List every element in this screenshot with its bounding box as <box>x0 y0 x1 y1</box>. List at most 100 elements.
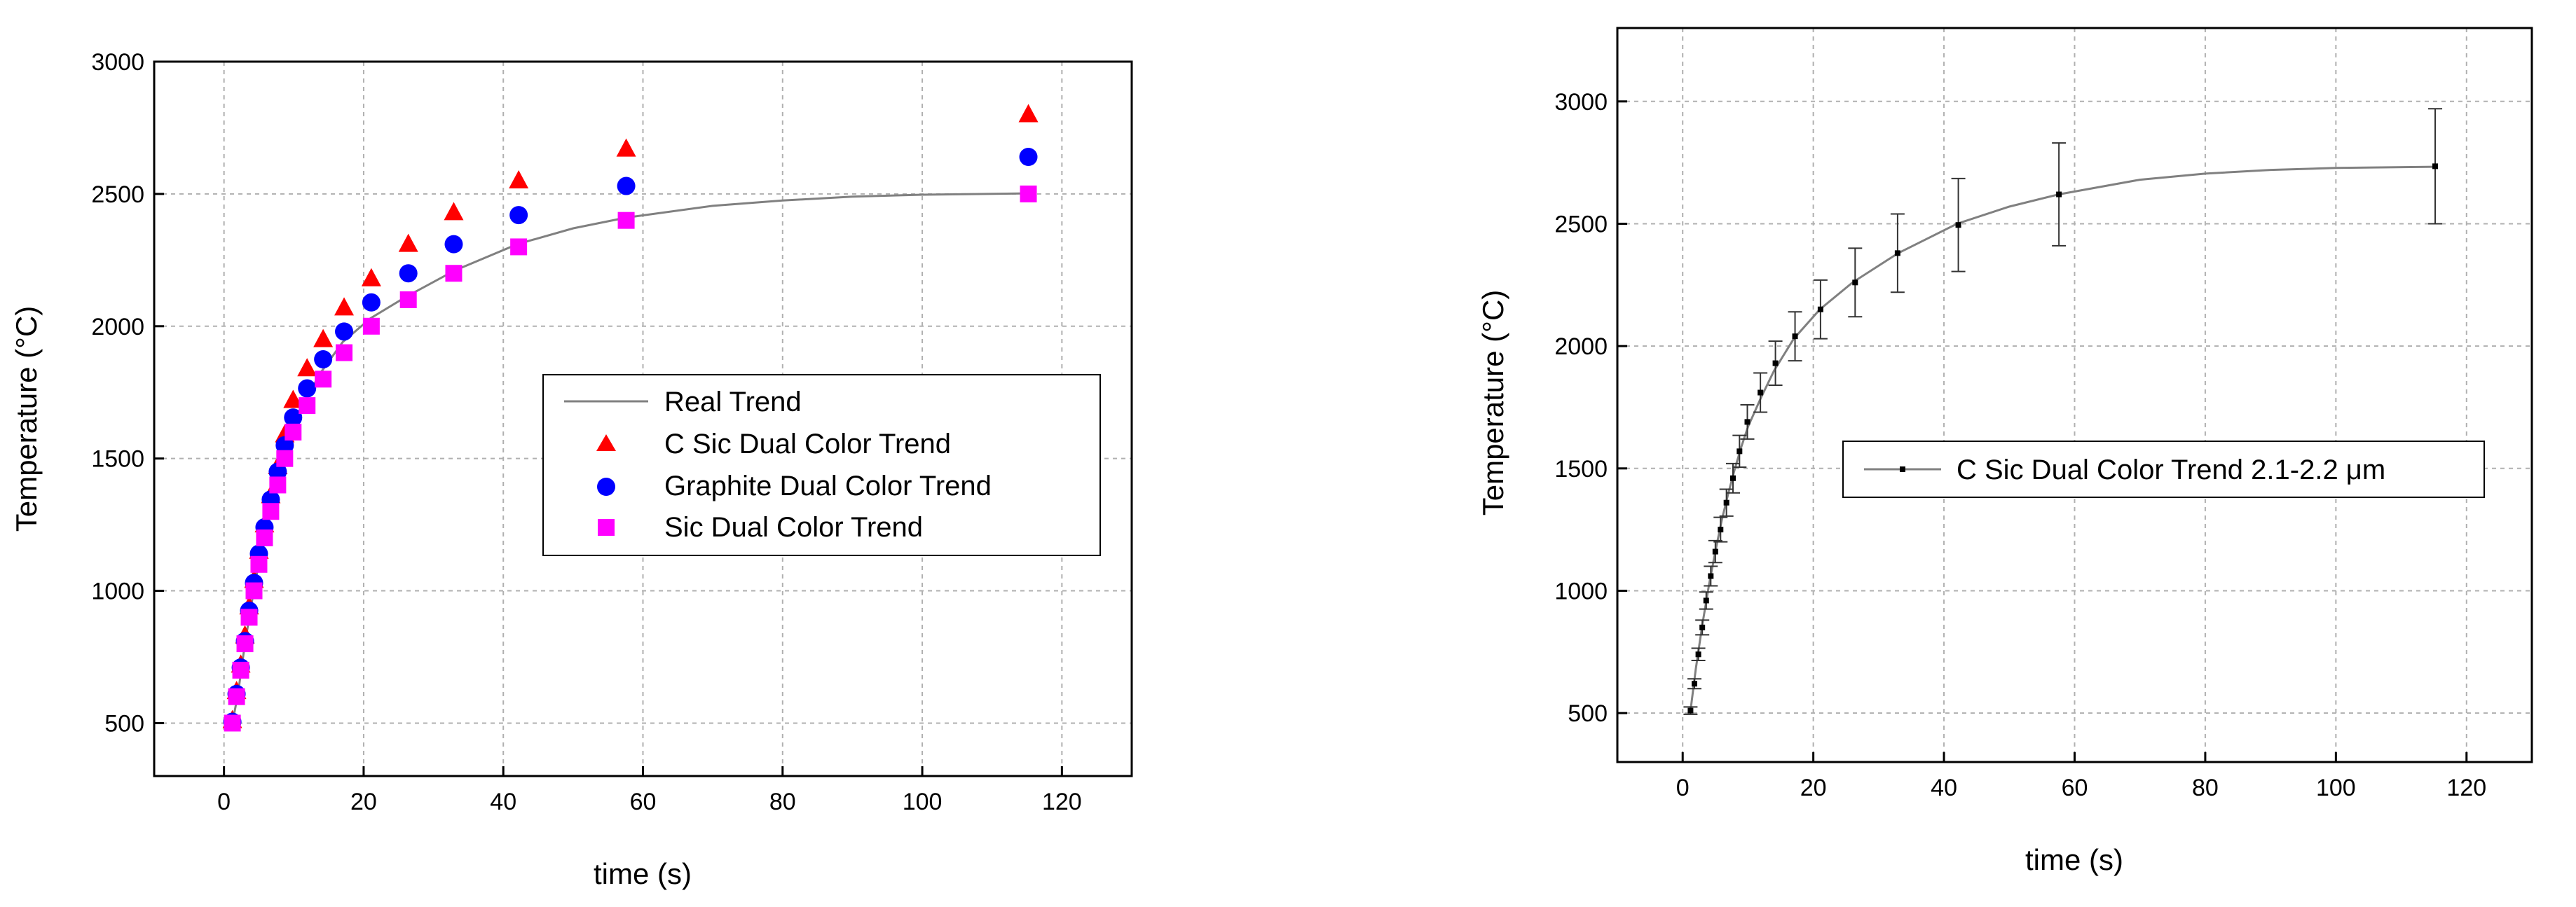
x-tick-label: 20 <box>1800 775 1827 801</box>
point-sic <box>299 397 316 415</box>
point-c-sic <box>361 268 381 286</box>
x-tick-label: 80 <box>769 789 796 815</box>
legend-box <box>1842 441 2485 498</box>
point-graphite <box>298 379 317 398</box>
legend-label-c-sic: C Sic Dual Color Trend 2.1-2.2 μm <box>1957 455 2385 485</box>
x-tick-label: 80 <box>2192 775 2219 801</box>
legend-box <box>542 374 1101 556</box>
point-c-sic <box>1744 419 1751 425</box>
point-c-sic <box>334 297 355 316</box>
x-tick-label: 0 <box>1676 775 1690 801</box>
legend-marker-sic <box>598 519 615 536</box>
x-axis-label: time (s) <box>594 857 692 890</box>
point-c-sic <box>1792 333 1798 340</box>
point-sic <box>232 661 249 679</box>
point-sic <box>245 582 263 600</box>
y-tick-label: 1500 <box>91 446 144 473</box>
legend-marker-c-sic <box>596 434 616 451</box>
point-sic <box>228 688 245 705</box>
point-sic <box>399 291 417 308</box>
legend-label-sic: Sic Dual Color Trend <box>664 512 923 543</box>
x-tick-label: 60 <box>2062 775 2088 801</box>
point-sic <box>276 450 294 467</box>
point-sic <box>1020 185 1037 202</box>
point-graphite <box>362 293 381 312</box>
point-sic <box>617 212 635 229</box>
point-graphite <box>399 264 418 283</box>
point-c-sic <box>1018 104 1039 123</box>
legend-marker-graphite <box>597 478 615 496</box>
y-tick-label: 2500 <box>91 181 144 208</box>
point-sic <box>250 555 268 573</box>
point-c-sic <box>1772 360 1779 366</box>
x-axis-label: time (s) <box>2025 843 2123 876</box>
axis-ticks: 0 20 40 60 80 100 120 500 1000 1500 2000 2500 3000 <box>91 49 1081 815</box>
chart-temperature-trends: 0 20 40 60 80 100 120 500 1000 1500 2000 2500 3000 t… <box>10 49 1133 890</box>
point-c-sic <box>2056 191 2062 198</box>
point-sic <box>285 423 302 441</box>
point-graphite <box>617 176 636 195</box>
point-c-sic <box>616 138 636 157</box>
point-sic <box>224 714 241 732</box>
point-c-sic <box>1817 306 1823 312</box>
x-tick-label: 40 <box>490 789 516 815</box>
point-graphite <box>268 462 287 481</box>
data-series <box>1683 108 2443 715</box>
x-tick-label: 20 <box>350 789 377 815</box>
point-c-sic <box>1723 499 1729 506</box>
point-graphite <box>314 350 333 368</box>
point-c-sic <box>1736 448 1743 455</box>
point-graphite <box>444 235 463 254</box>
legend-marker-c-sic <box>1900 466 1905 472</box>
point-c-sic <box>1703 597 1709 604</box>
point-c-sic <box>1687 707 1694 714</box>
legend-label-real-trend: Real Trend <box>664 387 802 417</box>
point-sic <box>445 265 463 282</box>
axis-ticks: 0 20 40 60 80 100 120 500 1000 1500 2000 2500 3000 <box>1554 89 2486 801</box>
legend: C Sic Dual Color Trend 2.1-2.2 μm <box>1842 441 2485 498</box>
y-axis-label: Temperature (°C) <box>1477 290 1509 516</box>
point-c-sic <box>1699 624 1706 630</box>
grid-lines <box>1617 28 2532 762</box>
y-tick-label: 500 <box>104 710 144 737</box>
point-graphite <box>275 436 294 455</box>
point-sic <box>362 317 380 335</box>
point-c-sic <box>1729 475 1736 481</box>
point-graphite <box>1019 148 1038 166</box>
point-c-sic <box>1852 279 1858 286</box>
x-tick-label: 60 <box>630 789 657 815</box>
point-c-sic <box>1758 389 1764 396</box>
series-line-c-sic <box>1689 165 2436 711</box>
y-tick-label: 3000 <box>1554 89 1608 116</box>
point-sic <box>336 344 353 361</box>
point-c-sic <box>313 328 334 347</box>
x-tick-label: 0 <box>217 789 231 815</box>
y-tick-label: 2000 <box>91 314 144 340</box>
point-c-sic <box>1955 222 1961 228</box>
y-tick-label: 3000 <box>91 49 144 76</box>
point-c-sic <box>297 358 317 377</box>
legend-label-c-sic: C Sic Dual Color Trend <box>664 429 951 459</box>
x-tick-label: 120 <box>1042 789 1082 815</box>
point-c-sic <box>1894 250 1900 256</box>
point-c-sic <box>1718 527 1724 533</box>
point-c-sic <box>1708 573 1714 579</box>
point-c-sic <box>398 233 418 252</box>
point-sic <box>269 476 287 494</box>
chart-c-sic-error-bars: 0 20 40 60 80 100 120 500 1000 1500 2000 2500 3000 t… <box>1477 27 2533 876</box>
y-axis-label: Temperature (°C) <box>10 306 43 532</box>
legend-label-graphite: Graphite Dual Color Trend <box>664 471 992 501</box>
point-sic <box>236 635 254 653</box>
x-tick-label: 100 <box>903 789 943 815</box>
point-sic <box>256 529 273 546</box>
point-graphite <box>509 206 528 225</box>
legend: Real Trend C Sic Dual Color Trend Graphi… <box>542 374 1101 556</box>
point-sic <box>510 238 528 256</box>
point-c-sic <box>1712 548 1718 555</box>
point-c-sic <box>444 202 464 221</box>
y-tick-label: 500 <box>1568 700 1608 727</box>
point-graphite <box>335 322 354 341</box>
x-tick-label: 100 <box>2316 775 2356 801</box>
data-series <box>222 104 1039 732</box>
